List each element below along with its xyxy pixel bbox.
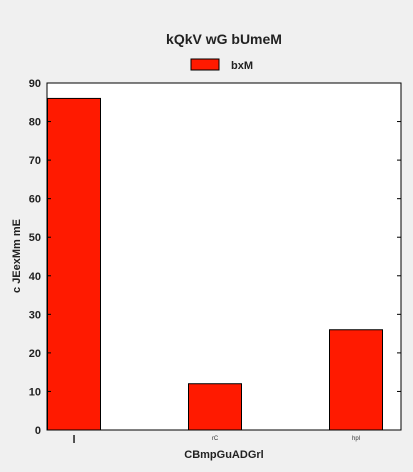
legend: bxM bbox=[190, 58, 253, 72]
y-tick-label: 20 bbox=[29, 348, 41, 360]
x-axis-ticks: l rC hpl bbox=[72, 434, 360, 446]
x-tick-label: l bbox=[72, 434, 75, 446]
y-axis-ticks: 0 10 20 30 40 50 60 70 80 90 bbox=[29, 78, 401, 437]
y-tick-label: 40 bbox=[29, 271, 41, 283]
bars bbox=[47, 97, 383, 431]
y-tick-label: 60 bbox=[29, 194, 41, 206]
y-axis-label: c JEexMm mE bbox=[11, 219, 23, 293]
y-tick-label: 50 bbox=[29, 232, 41, 244]
y-tick-label: 30 bbox=[29, 309, 41, 321]
y-tick-label: 90 bbox=[29, 78, 41, 90]
y-tick-label: 0 bbox=[35, 425, 41, 437]
legend-swatch bbox=[190, 58, 220, 71]
bar-0 bbox=[47, 97, 101, 431]
y-tick-label: 70 bbox=[29, 155, 41, 167]
bar-1 bbox=[188, 383, 242, 431]
x-axis-label: CBmpGuADGrl bbox=[184, 449, 263, 461]
bar-2 bbox=[329, 329, 383, 431]
legend-label: bxM bbox=[231, 60, 253, 72]
y-tick-label: 80 bbox=[29, 117, 41, 129]
x-tick-label: rC bbox=[212, 436, 219, 442]
x-tick-label: hpl bbox=[352, 436, 360, 442]
chart-title: kQkV wG bUmeM bbox=[166, 31, 282, 47]
y-tick-label: 10 bbox=[29, 386, 41, 398]
